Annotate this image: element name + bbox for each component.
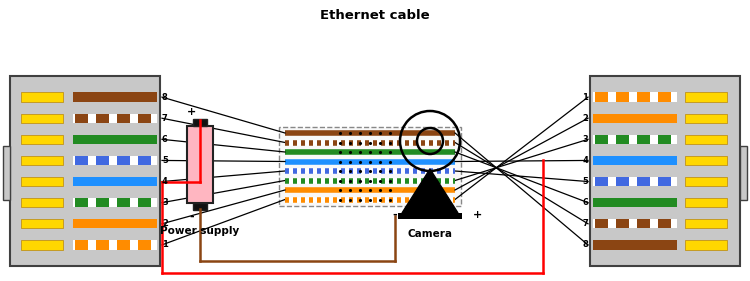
Bar bbox=[73, 92, 157, 102]
Text: +: + bbox=[473, 210, 483, 220]
Bar bbox=[740, 146, 747, 200]
Text: 3: 3 bbox=[582, 135, 588, 144]
Bar bbox=[637, 219, 650, 228]
Bar bbox=[593, 156, 677, 165]
Bar bbox=[95, 198, 109, 207]
Bar bbox=[616, 177, 629, 186]
Text: 2: 2 bbox=[582, 114, 588, 123]
Text: 2: 2 bbox=[162, 219, 168, 228]
Bar bbox=[398, 213, 462, 219]
Bar bbox=[685, 135, 727, 144]
Bar bbox=[20, 114, 62, 123]
Bar bbox=[95, 114, 109, 123]
Text: 6: 6 bbox=[162, 135, 168, 144]
Bar bbox=[3, 146, 10, 200]
Bar bbox=[95, 240, 109, 250]
Bar bbox=[74, 156, 88, 165]
Bar bbox=[616, 92, 629, 102]
Bar bbox=[616, 219, 629, 228]
Bar bbox=[187, 126, 213, 203]
Text: Power supply: Power supply bbox=[160, 226, 240, 236]
Bar bbox=[116, 240, 130, 250]
Bar bbox=[685, 156, 727, 165]
Text: 3: 3 bbox=[162, 198, 168, 207]
Bar bbox=[137, 240, 152, 250]
Bar bbox=[593, 92, 677, 102]
Bar bbox=[137, 156, 152, 165]
Bar bbox=[616, 135, 629, 144]
Bar bbox=[593, 135, 677, 144]
Bar bbox=[685, 114, 727, 123]
Bar bbox=[73, 135, 157, 144]
Bar bbox=[20, 92, 62, 102]
Text: 4: 4 bbox=[582, 156, 588, 165]
Bar bbox=[20, 156, 62, 165]
Text: 1: 1 bbox=[582, 93, 588, 102]
Bar bbox=[193, 119, 207, 126]
Text: 7: 7 bbox=[162, 114, 168, 123]
Bar bbox=[593, 219, 677, 228]
Bar bbox=[279, 127, 461, 205]
Bar bbox=[595, 135, 608, 144]
Bar bbox=[137, 114, 152, 123]
Bar bbox=[593, 177, 677, 186]
Bar bbox=[685, 177, 727, 186]
Bar bbox=[590, 76, 740, 266]
Bar bbox=[116, 156, 130, 165]
Text: Ethernet cable: Ethernet cable bbox=[320, 9, 430, 22]
Bar bbox=[593, 198, 677, 207]
Bar bbox=[685, 240, 727, 250]
Text: 5: 5 bbox=[582, 177, 588, 186]
Bar bbox=[73, 219, 157, 228]
Bar bbox=[20, 240, 62, 250]
Bar bbox=[595, 177, 608, 186]
Text: 1: 1 bbox=[162, 240, 168, 250]
Bar bbox=[658, 219, 671, 228]
Text: -: - bbox=[190, 212, 194, 222]
Bar bbox=[116, 114, 130, 123]
Bar bbox=[116, 198, 130, 207]
Bar bbox=[73, 240, 157, 250]
Text: -: - bbox=[393, 210, 398, 220]
Bar bbox=[637, 177, 650, 186]
Bar bbox=[193, 203, 207, 210]
Bar bbox=[593, 240, 677, 250]
Bar bbox=[74, 198, 88, 207]
Bar bbox=[74, 240, 88, 250]
Bar bbox=[20, 177, 62, 186]
Text: 4: 4 bbox=[162, 177, 168, 186]
Bar bbox=[20, 198, 62, 207]
Text: 5: 5 bbox=[162, 156, 168, 165]
Polygon shape bbox=[402, 169, 458, 213]
Text: Camera: Camera bbox=[407, 229, 452, 239]
Bar bbox=[595, 92, 608, 102]
Bar bbox=[685, 92, 727, 102]
Bar bbox=[74, 114, 88, 123]
Bar bbox=[658, 92, 671, 102]
Bar bbox=[20, 219, 62, 228]
Bar bbox=[685, 198, 727, 207]
Bar bbox=[637, 92, 650, 102]
Bar bbox=[73, 198, 157, 207]
Bar bbox=[95, 156, 109, 165]
Bar bbox=[685, 219, 727, 228]
Text: 6: 6 bbox=[582, 198, 588, 207]
Text: +: + bbox=[188, 107, 196, 117]
Text: 8: 8 bbox=[582, 240, 588, 250]
Text: 8: 8 bbox=[162, 93, 168, 102]
Bar bbox=[595, 219, 608, 228]
Bar bbox=[73, 177, 157, 186]
Bar bbox=[10, 76, 160, 266]
Bar bbox=[637, 135, 650, 144]
Bar bbox=[658, 177, 671, 186]
Bar bbox=[137, 198, 152, 207]
Bar bbox=[73, 156, 157, 165]
Bar bbox=[20, 135, 62, 144]
Text: 7: 7 bbox=[582, 219, 588, 228]
Bar bbox=[73, 114, 157, 123]
Bar bbox=[658, 135, 671, 144]
Bar bbox=[593, 114, 677, 123]
